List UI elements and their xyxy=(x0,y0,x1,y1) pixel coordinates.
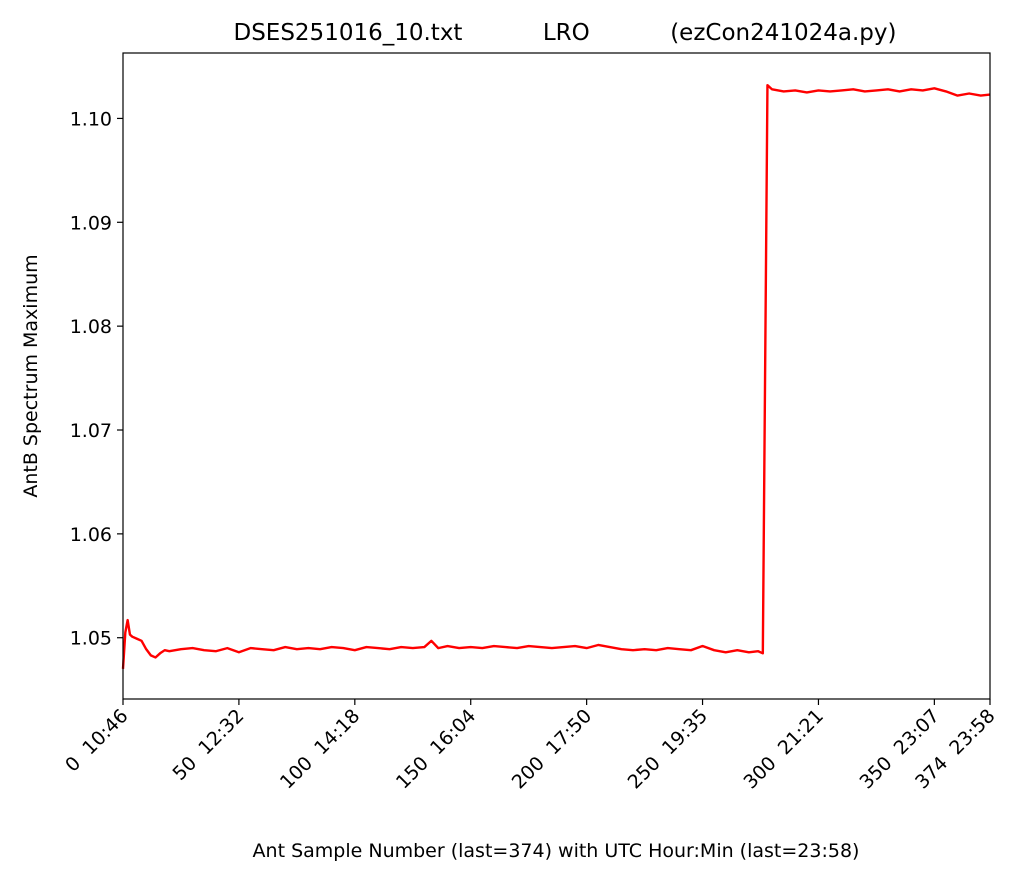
y-tick-label: 1.07 xyxy=(70,420,112,442)
x-axis-label: Ant Sample Number (last=374) with UTC Ho… xyxy=(253,840,860,862)
chart-title: DSES251016_10.txt LRO (ezCon241024a.py) xyxy=(233,20,896,46)
y-tick-label: 1.06 xyxy=(70,524,112,546)
data-line xyxy=(121,84,991,669)
y-tick-label: 1.08 xyxy=(70,316,112,338)
y-tick-label: 1.10 xyxy=(70,108,112,130)
y-tick-label: 1.05 xyxy=(70,628,112,650)
y-axis-label: AntB Spectrum Maximum xyxy=(20,254,42,497)
plot-frame xyxy=(122,52,991,700)
y-tick-label: 1.09 xyxy=(70,212,112,234)
